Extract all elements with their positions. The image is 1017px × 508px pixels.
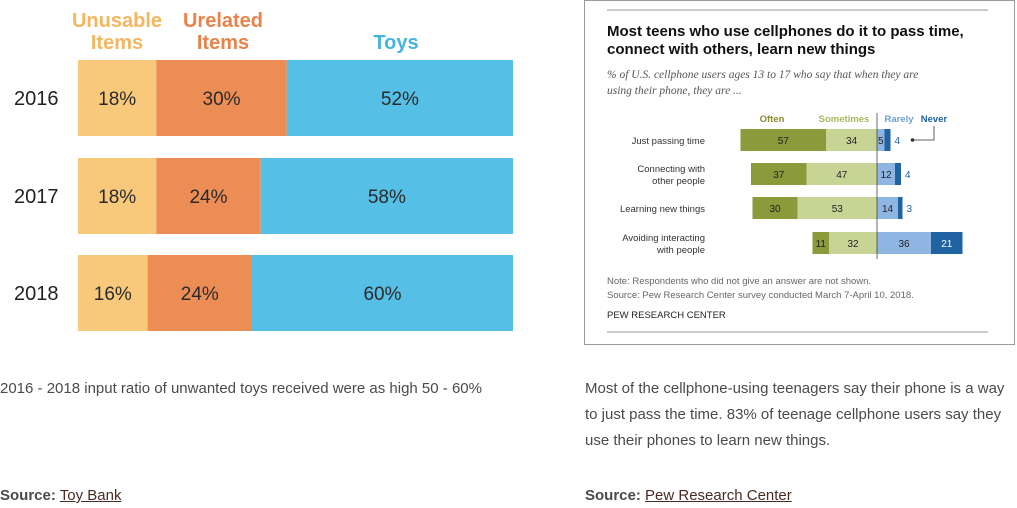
pew-bar-learning-new-things-sometimes <box>797 197 877 219</box>
pew-row-label-avoiding-interacting-with-people-1: Avoiding interacting <box>622 233 705 244</box>
bar-2017-urelated-items <box>156 158 261 234</box>
toy-source-label: Source: <box>0 487 56 504</box>
pew-source-label: Source: <box>585 487 641 504</box>
bar-2018-urelated-items <box>147 255 252 331</box>
legend-urelated-items-line-2: Items <box>197 32 249 54</box>
pew-value-learning-new-things-rarely: 14 <box>882 204 894 215</box>
pew-bar-avoiding-interacting-with-people-never <box>931 232 963 254</box>
pew-row-label-learning-new-things-1: Learning new things <box>620 204 705 215</box>
bar-label-2016-3: 52% <box>381 89 419 110</box>
toy-source: Source: Toy Bank <box>0 487 121 504</box>
pew-chart: Most teens who use cellphones do it to p… <box>607 9 988 333</box>
pew-bar-connecting-with-other-people-rarely <box>877 163 895 185</box>
toy-chart-caption: 2016 - 2018 input ratio of unwanted toys… <box>0 380 482 397</box>
pew-value-learning-new-things-often: 30 <box>769 204 781 215</box>
pew-bar-avoiding-interacting-with-people-often <box>812 232 829 254</box>
pew-source: Source: Pew Research Center <box>585 487 792 504</box>
pew-value-just-passing-time-rarely: 5 <box>878 136 884 147</box>
bar-label-2016-1: 18% <box>98 89 136 110</box>
bar-label-2017-1: 18% <box>98 187 136 208</box>
bar-2016-urelated-items <box>156 60 287 136</box>
pew-note-line-1: Note: Respondents who did not give an an… <box>607 276 871 287</box>
legend-urelated-items-line-1: Urelated <box>183 10 263 32</box>
pew-value-avoiding-interacting-with-people-never: 21 <box>941 239 953 250</box>
pew-value-connecting-with-other-people-never: 4 <box>905 170 911 181</box>
pew-bar-just-passing-time-sometimes <box>826 129 877 151</box>
bar-2017-unusable-items <box>78 158 157 234</box>
pew-bar-connecting-with-other-people-sometimes <box>806 163 877 185</box>
pew-value-avoiding-interacting-with-people-sometimes: 32 <box>847 239 859 250</box>
pew-legend-sometimes: Sometimes <box>819 114 870 125</box>
pew-research-link[interactable]: Pew Research Center <box>645 487 792 504</box>
pew-value-learning-new-things-never: 3 <box>907 204 913 215</box>
pew-bar-connecting-with-other-people-often <box>751 163 807 185</box>
bar-2017-toys <box>260 158 513 234</box>
pew-bar-avoiding-interacting-with-people-sometimes <box>829 232 877 254</box>
legend-toys-line-1: Toys <box>373 32 418 54</box>
pew-bar-connecting-with-other-people-never <box>895 163 901 185</box>
pew-bar-just-passing-time-rarely <box>877 129 885 151</box>
year-label-2017: 2017 <box>14 186 59 208</box>
toy-bank-link[interactable]: Toy Bank <box>59 487 122 504</box>
pew-row-label-connecting-with-other-people-2: other people <box>652 176 705 187</box>
legend-unusable-items-line-2: Items <box>91 32 143 54</box>
pew-title-line-1: Most teens who use cellphones do it to p… <box>607 23 964 40</box>
pew-bar-learning-new-things-rarely <box>877 197 898 219</box>
pew-title-line-2: connect with others, learn new things <box>607 41 875 58</box>
bar-label-2017-2: 24% <box>189 187 227 208</box>
pew-row-label-avoiding-interacting-with-people-2: with people <box>656 245 705 256</box>
bar-label-2017-3: 58% <box>368 187 406 208</box>
pew-chart-caption: Most of the cellphone-using teenagers sa… <box>585 380 1005 449</box>
bar-label-2018-3: 60% <box>363 284 401 305</box>
bar-2018-toys <box>252 255 513 331</box>
bar-2016-toys <box>286 60 513 136</box>
year-label-2016: 2016 <box>14 88 59 110</box>
pew-row-label-just-passing-time-1: Just passing time <box>632 136 705 147</box>
pew-legend-often: Often <box>760 114 785 125</box>
pew-value-connecting-with-other-people-sometimes: 47 <box>836 170 848 181</box>
year-label-2018: 2018 <box>14 283 59 305</box>
pew-bar-just-passing-time-never <box>884 129 891 151</box>
pew-subtitle-line-1: % of U.S. cellphone users ages 13 to 17 … <box>607 69 918 81</box>
pew-value-avoiding-interacting-with-people-rarely: 36 <box>898 239 910 250</box>
pew-value-connecting-with-other-people-often: 37 <box>773 170 785 181</box>
pew-row-label-connecting-with-other-people-1: Connecting with <box>637 164 705 175</box>
pew-value-avoiding-interacting-with-people-often: 11 <box>816 239 827 250</box>
pew-value-learning-new-things-sometimes: 53 <box>832 204 844 215</box>
pew-note-line-2: Source: Pew Research Center survey condu… <box>607 290 914 301</box>
pew-bar-just-passing-time-often <box>740 129 826 151</box>
bar-label-2016-2: 30% <box>203 89 241 110</box>
bar-2016-unusable-items <box>78 60 157 136</box>
pew-callout-line <box>912 126 935 141</box>
pew-chart-box: Most teens who use cellphones do it to p… <box>584 0 1015 345</box>
pew-org-name: PEW RESEARCH CENTER <box>607 310 726 321</box>
bar-label-2018-2: 24% <box>181 284 219 305</box>
pew-bar-avoiding-interacting-with-people-rarely <box>877 232 931 254</box>
pew-value-just-passing-time-often: 57 <box>778 136 790 147</box>
pew-legend-never: Never <box>921 114 948 125</box>
pew-bar-learning-new-things-never <box>898 197 903 219</box>
pew-subtitle-line-2: using their phone, they are ... <box>607 85 742 97</box>
pew-value-connecting-with-other-people-rarely: 12 <box>880 170 892 181</box>
pew-legend-rarely: Rarely <box>884 114 914 125</box>
legend-unusable-items-line-1: Unusable <box>72 10 162 32</box>
bar-label-2018-1: 16% <box>94 284 132 305</box>
pew-value-just-passing-time-sometimes: 34 <box>846 136 858 147</box>
pew-value-just-passing-time-never: 4 <box>895 136 901 147</box>
bar-2018-unusable-items <box>78 255 148 331</box>
pew-bar-learning-new-things-often <box>752 197 798 219</box>
